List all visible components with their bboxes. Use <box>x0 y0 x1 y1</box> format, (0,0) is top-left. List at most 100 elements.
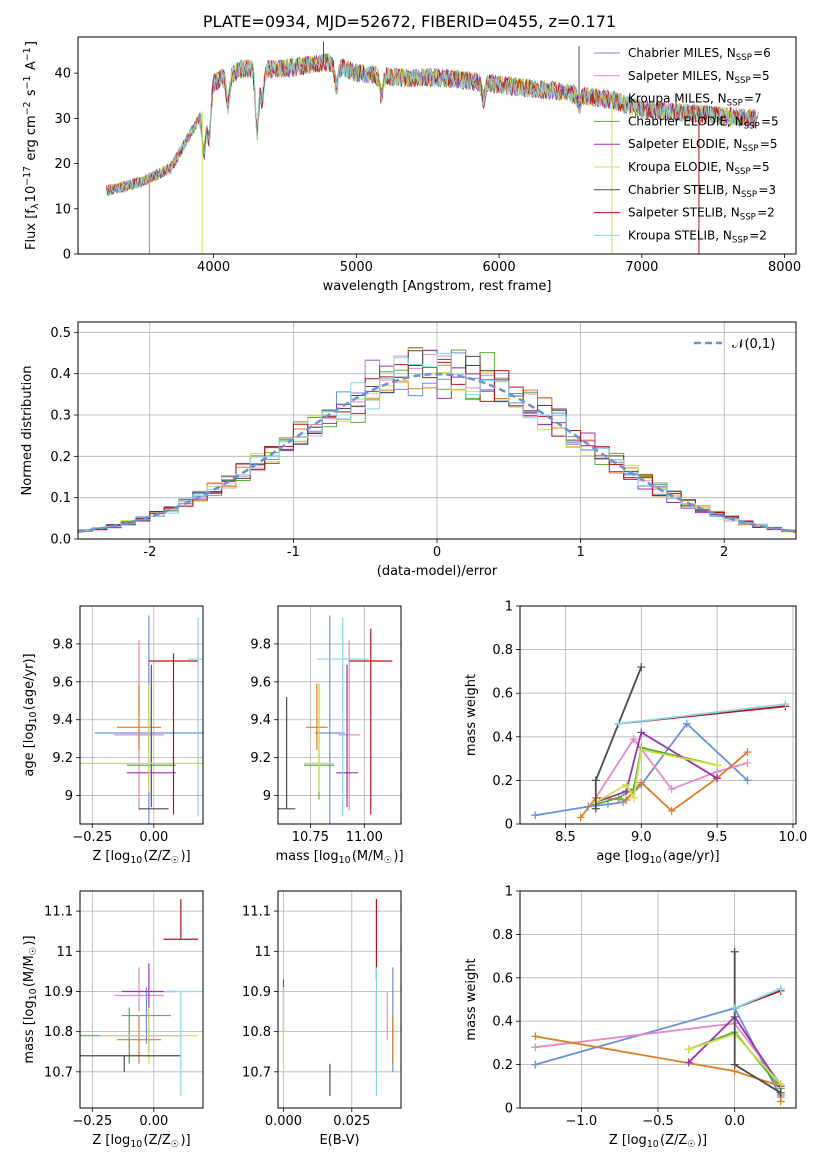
axes-frame <box>519 890 797 1109</box>
y-tick-label: 0.2 <box>492 1058 513 1073</box>
weight-marker <box>591 776 600 785</box>
histogram-step <box>78 353 796 534</box>
plot-area-residuals <box>78 322 796 539</box>
y-tick-label: 0.8 <box>492 643 513 658</box>
legend-label: Kroupa MILES, NSSP =7 <box>628 92 762 109</box>
x-tick-label: 0.025 <box>333 1114 370 1129</box>
weight-marker <box>743 748 752 757</box>
y-tick-label: 0.4 <box>50 367 71 382</box>
y-tick-label: 9.6 <box>250 675 271 690</box>
y-tick-label: 0.2 <box>492 774 513 789</box>
x-tick-label: 0.00 <box>139 1114 168 1129</box>
plot-area-mass_vs_Z <box>80 891 203 1108</box>
weight-marker <box>667 806 676 815</box>
x-tick-label: 1 <box>576 545 584 560</box>
weight-line <box>595 731 718 804</box>
y-tick-label: 9.8 <box>52 637 73 652</box>
x-tick-label: -2 <box>143 545 156 560</box>
x-tick-label: 11.00 <box>346 830 383 845</box>
panel-mass_vs_ebv: 0.000 0.025 10.7 10.8 10.9 11 11.1 E(B-V) <box>242 890 402 1148</box>
weight-marker <box>743 776 752 785</box>
y-axis-label: Normed distribution <box>20 366 35 496</box>
weight-line <box>618 703 786 725</box>
y-tick-label: 9.2 <box>52 751 73 766</box>
x-tick-label: 8.5 <box>555 830 576 845</box>
x-tick-label: -1 <box>287 545 300 560</box>
x-axis-label: wavelength [Angstrom, rest frame] <box>323 279 552 294</box>
panel-age_vs_mass: 10.75 11.00 9 9.2 9.4 9.6 9.8 mass [log10 (M/M☉… <box>250 605 404 866</box>
y-tick-label: 10.7 <box>44 1065 73 1080</box>
axes-frame <box>77 36 797 255</box>
axes-frame <box>277 605 402 825</box>
y-tick-label: 10 <box>54 202 71 217</box>
y-tick-label: 9.2 <box>250 751 271 766</box>
weight-marker <box>637 728 646 737</box>
y-tick-label: 11.1 <box>44 905 73 920</box>
x-tick-label: 9.5 <box>707 830 728 845</box>
weight-marker <box>684 1045 693 1054</box>
y-axis-label: mass weight <box>464 958 479 1040</box>
x-tick-label: 10.75 <box>292 830 329 845</box>
axes-frame <box>519 605 797 825</box>
legend-label: 𝒩(0,1) <box>732 337 775 352</box>
legend-label: Salpeter ELODIE, NSSP =5 <box>628 137 777 154</box>
x-tick-label: 4000 <box>197 260 230 275</box>
y-tick-label: 0 <box>63 248 71 263</box>
plot-area-spectrum <box>106 41 759 254</box>
x-tick-label: 0.0 <box>724 1114 745 1129</box>
panel-weight_vs_Z: −1.0 −0.5 0.0 0 0.2 0.4 0.6 0.8 1 Z [log10 (Z/Z☉ … <box>464 885 797 1150</box>
y-tick-label: 40 <box>54 67 71 82</box>
y-tick-label: 10.7 <box>242 1065 271 1080</box>
y-axis-label: mass weight <box>464 674 479 756</box>
axes-frame <box>79 890 204 1109</box>
x-tick-label: 7000 <box>625 260 658 275</box>
spectrum-line <box>106 53 757 196</box>
y-tick-label: 0.0 <box>50 533 71 548</box>
y-tick-label: 10.8 <box>242 1025 271 1040</box>
y-tick-label: 0 <box>505 818 513 833</box>
y-tick-label: 9 <box>263 789 271 804</box>
x-tick-label: 8000 <box>768 260 801 275</box>
weight-marker <box>614 793 623 802</box>
weight-marker <box>531 1043 540 1052</box>
weight-marker <box>682 719 691 728</box>
x-tick-label: −0.5 <box>642 1114 674 1129</box>
weight-marker <box>591 804 600 813</box>
x-tick-label: 10.0 <box>778 830 807 845</box>
y-tick-label: 0.6 <box>492 687 513 702</box>
panel-weight_vs_age: 8.5 9.0 9.5 10.0 0 0.2 0.4 0.6 0.8 1 age [log10 (a… <box>464 600 807 867</box>
plot-area-age_vs_mass <box>278 606 401 824</box>
weight-marker <box>684 1058 693 1067</box>
y-tick-label: 0.4 <box>492 730 513 745</box>
panel-spectrum: 4000 5000 6000 7000 8000 0 10 20 30 40 wavelength … <box>22 36 801 294</box>
legend-label: Chabrier ELODIE, NSSP =5 <box>628 114 779 131</box>
y-tick-label: 9.8 <box>250 637 271 652</box>
x-tick-label: 6000 <box>483 260 516 275</box>
weight-marker <box>713 774 722 783</box>
y-tick-label: 1 <box>505 885 513 900</box>
y-tick-label: 0 <box>505 1102 513 1117</box>
weight-marker <box>730 1060 739 1069</box>
y-tick-label: 0.5 <box>50 326 71 341</box>
weight-marker <box>637 778 646 787</box>
x-axis-label: age [log10 (age/yr)] <box>596 849 719 866</box>
y-axis-label: mass [log10 (M/M☉ )] <box>22 935 39 1063</box>
weight-marker <box>637 745 646 754</box>
weight-marker <box>713 761 722 770</box>
axes-frame <box>277 890 402 1109</box>
legend-label: Chabrier STELIB, NSSP =3 <box>628 183 776 200</box>
axes-frame <box>79 605 204 825</box>
legend-label: Kroupa ELODIE, NSSP =5 <box>628 160 770 177</box>
y-tick-label: 11 <box>56 945 73 960</box>
y-tick-label: 10.9 <box>242 985 271 1000</box>
x-tick-label: −1.0 <box>566 1114 598 1129</box>
x-axis-label: Z [log10 (Z/Z☉ )] <box>92 1133 190 1150</box>
weight-marker <box>622 796 631 805</box>
x-tick-label: 0.00 <box>139 830 168 845</box>
y-tick-label: 9.4 <box>52 713 73 728</box>
weight-marker <box>629 734 638 743</box>
axes-frame <box>77 321 797 540</box>
weight-marker <box>629 793 638 802</box>
weight-marker <box>776 1080 785 1089</box>
plot-area-mass_vs_ebv <box>278 891 401 1108</box>
